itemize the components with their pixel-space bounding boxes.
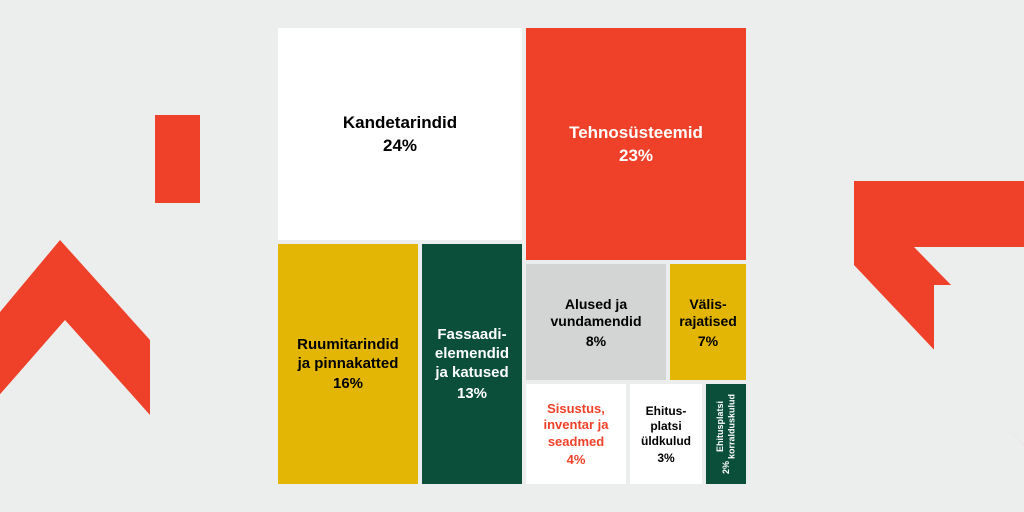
tile-percent: 23% — [619, 146, 653, 166]
tile-percent: 7% — [698, 333, 718, 349]
tile-label: Fassaadi- elemendid ja katused — [435, 326, 509, 382]
tile-fassaad: Fassaadi- elemendid ja katused 13% — [422, 244, 522, 484]
tile-korraldus: Ehitusplatsi korralduskulud 2% — [706, 384, 746, 484]
tile-label: Kandetarindid — [343, 112, 457, 133]
tile-percent: 13% — [457, 385, 487, 402]
tile-label: Tehnosüsteemid — [569, 122, 703, 143]
tile-percent: 24% — [383, 136, 417, 156]
brand-decoration-left — [0, 0, 220, 512]
tile-percent: 16% — [333, 375, 363, 392]
cost-treemap: Kandetarindid 24% Tehnosüsteemid 23% Ruu… — [278, 28, 746, 484]
tile-label: Sisustus, inventar ja seadmed — [543, 401, 608, 450]
tile-uldkulud: Ehitus- platsi üldkulud 3% — [630, 384, 702, 484]
tile-percent: 8% — [586, 333, 606, 349]
tile-percent: 4% — [567, 452, 586, 467]
tile-label: Ehitusplatsi korralduskulud — [715, 394, 738, 459]
tile-label: Välis- rajatised — [679, 296, 737, 331]
tile-kandetarindid: Kandetarindid 24% — [278, 28, 522, 240]
tile-valisrajatised: Välis- rajatised 7% — [670, 264, 746, 380]
tile-label: Ehitus- platsi üldkulud — [641, 404, 691, 449]
tile-percent: 3% — [657, 451, 674, 465]
brand-decoration-right — [824, 0, 1024, 512]
tile-tehnosysteemid: Tehnosüsteemid 23% — [526, 28, 746, 260]
tile-percent: 2% — [721, 461, 731, 474]
tile-label: Ruumitarindid ja pinnakatted — [297, 336, 399, 374]
tile-ruumitarindid: Ruumitarindid ja pinnakatted 16% — [278, 244, 418, 484]
tile-label: Alused ja vundamendid — [550, 296, 641, 331]
tile-sisustus: Sisustus, inventar ja seadmed 4% — [526, 384, 626, 484]
tile-alused: Alused ja vundamendid 8% — [526, 264, 666, 380]
